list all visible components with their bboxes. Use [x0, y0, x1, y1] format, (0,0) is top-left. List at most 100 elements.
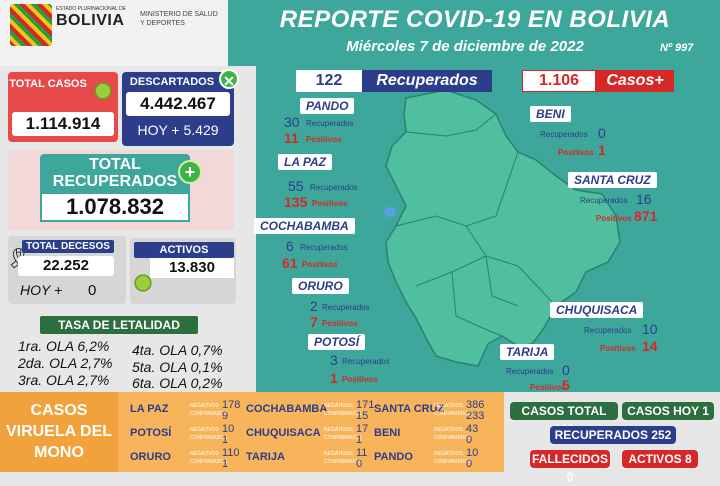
logo-subtitle: ESTADO PLURINACIONAL DE — [56, 6, 127, 12]
dept-la-paz: LA PAZ — [278, 154, 332, 170]
chuquisaca-positivos-label: Positivos — [600, 344, 636, 353]
viruela-dept: SANTA CRUZ — [374, 403, 445, 415]
viruela-conf-value: 9 — [222, 410, 229, 422]
cochabamba-positivos-label: Positivos — [302, 260, 338, 269]
viruela-neg-label: NEGATIVOS — [190, 427, 219, 433]
activos-label: ACTIVOS — [134, 242, 234, 258]
dept-pando: PANDO — [300, 98, 355, 114]
la-paz-positivos-label: Positivos — [312, 199, 348, 208]
viruela-title-box — [0, 392, 118, 472]
dept-potosi: POTOSÍ — [308, 334, 366, 350]
dept-beni: BENI — [530, 106, 571, 122]
viruela-neg-label: NEGATIVOS — [324, 427, 353, 433]
viruela-neg-value: 10 — [466, 447, 479, 459]
decesos-value: 22.252 — [18, 256, 114, 276]
viruela-neg-label: NEGATIVOS — [190, 451, 219, 457]
viruela-conf-label: CONFIRMADOS — [434, 411, 472, 417]
viruela-table — [118, 392, 504, 472]
viruela-conf-value: 0 — [466, 458, 473, 470]
viruela-neg-value: 43 — [466, 423, 479, 435]
viruela-neg-label: NEGATIVOS — [190, 403, 219, 409]
viruela-dept: POTOSÍ — [130, 427, 172, 439]
letalidad-ola-3: 3ra. OLA 2,7% — [18, 372, 110, 388]
beni-recuperados: 0 — [598, 125, 606, 141]
viruela-neg-label: NEGATIVOS — [324, 451, 353, 457]
recuperados-label: TOTAL RECUPERADOS — [52, 156, 178, 190]
viruela-activos: ACTIVOS 8 — [622, 450, 698, 468]
tarija-positivos-label: Positivos — [530, 383, 566, 392]
viruela-neg-label: NEGATIVOS — [434, 403, 463, 409]
pando-positivos: 11 — [284, 130, 299, 146]
casos-today-number: 1.106 — [522, 70, 596, 92]
viruela-conf-label: CONFIRMADOS — [434, 435, 472, 441]
viruela-casos-total: CASOS TOTAL 260 — [510, 402, 618, 436]
viruela-neg-value: 171 — [356, 399, 375, 411]
dept-cochabamba: COCHABAMBA — [254, 218, 355, 234]
pando-recuperados: 30 — [284, 114, 300, 130]
activos-value: 13.830 — [150, 258, 234, 278]
tarija-recuperados: 0 — [562, 362, 570, 378]
viruela-conf-value: 1 — [222, 458, 229, 470]
tarija-positivos: 5 — [562, 377, 570, 393]
viruela-conf-label: CONFIRMADOS — [324, 459, 362, 465]
viruela-conf-value: 1 — [356, 434, 363, 446]
viruela-neg-label: NEGATIVOS — [434, 451, 463, 457]
pando-recuperados-label: Recuperados — [306, 119, 354, 128]
viruela-neg-label: NEGATIVOS — [324, 403, 353, 409]
cochabamba-recuperados: 6 — [286, 238, 294, 254]
viruela-conf-value: 1 — [222, 434, 229, 446]
cochabamba-recuperados-label: Recuperados — [300, 243, 348, 252]
viruela-dept: PANDO — [374, 451, 413, 463]
viruela-neg-value: 10 — [222, 423, 235, 435]
pando-positivos-label: Positivos — [306, 135, 342, 144]
report-number: Nº 997 — [660, 42, 694, 54]
viruela-recuperados: RECUPERADOS 252 — [550, 426, 676, 444]
ministry-name: MINISTERIO DE SALUD Y DEPORTES — [140, 11, 218, 27]
letalidad-ola-6: 6ta. OLA 0,2% — [132, 375, 223, 391]
oruro-recuperados: 2 — [310, 298, 318, 314]
descartados-label: DESCARTADOS — [129, 76, 215, 88]
viruela-dept: ORURO — [130, 451, 171, 463]
report-date: Miércoles 7 de diciembre de 2022 — [346, 38, 584, 55]
decesos-hoy-value: 0 — [88, 282, 97, 299]
potosi-positivos-label: Positivos — [342, 375, 378, 384]
santa-cruz-positivos: 871 — [634, 208, 658, 224]
virus-icon — [132, 272, 154, 294]
la-paz-recuperados-label: Recuperados — [310, 183, 358, 192]
total-casos-value: 1.114.914 — [12, 112, 114, 136]
recuperados-today-label: Recuperados — [362, 70, 492, 92]
beni-recuperados-label: Recuperados — [540, 130, 588, 139]
viruela-dept: TARIJA — [246, 451, 285, 463]
viruela-dept: CHUQUISACA — [246, 427, 321, 439]
letalidad-ola-1: 1ra. OLA 6,2% — [18, 338, 110, 354]
close-circle-icon: ✕ — [219, 69, 239, 89]
beni-positivos: 1 — [598, 142, 606, 158]
total-casos-label: TOTAL CASOS — [9, 78, 87, 90]
chuquisaca-positivos: 14 — [642, 338, 658, 354]
letalidad-ola-5: 5ta. OLA 0,1% — [132, 359, 223, 375]
oruro-positivos: 7 — [310, 314, 318, 330]
coat-of-arms-icon — [10, 4, 52, 46]
dept-oruro: ORURO — [292, 278, 349, 294]
viruela-neg-label: NEGATIVOS — [434, 427, 463, 433]
letalidad-ola-2: 2da. OLA 2,7% — [18, 355, 113, 371]
oruro-recuperados-label: Recuperados — [322, 303, 370, 312]
viruela-fallecidos: FALLECIDOS 0 — [530, 450, 610, 484]
viruela-conf-label: CONFIRMADOS — [190, 411, 228, 417]
dept-chuquisaca: CHUQUISACA — [550, 302, 644, 318]
potosi-recuperados: 3 — [330, 352, 338, 368]
viruela-conf-value: 0 — [356, 458, 363, 470]
dept-tarija: TARIJA — [500, 344, 555, 360]
cochabamba-positivos: 61 — [282, 255, 298, 271]
viruela-conf-label: CONFIRMADOS — [324, 411, 362, 417]
viruela-conf-label: CONFIRMADOS — [324, 435, 362, 441]
viruela-neg-value: 178 — [222, 399, 241, 411]
tarija-recuperados-label: Recuperados — [506, 367, 554, 376]
viruela-conf-label: CONFIRMADOS — [434, 459, 472, 465]
viruela-dept: LA PAZ — [130, 403, 169, 415]
viruela-neg-value: 17 — [356, 423, 369, 435]
viruela-dept: BENI — [374, 427, 401, 439]
letalidad-title: TASA DE LETALIDAD — [40, 316, 198, 334]
chuquisaca-recuperados: 10 — [642, 321, 658, 337]
santa-cruz-recuperados-label: Recuperados — [580, 196, 628, 205]
